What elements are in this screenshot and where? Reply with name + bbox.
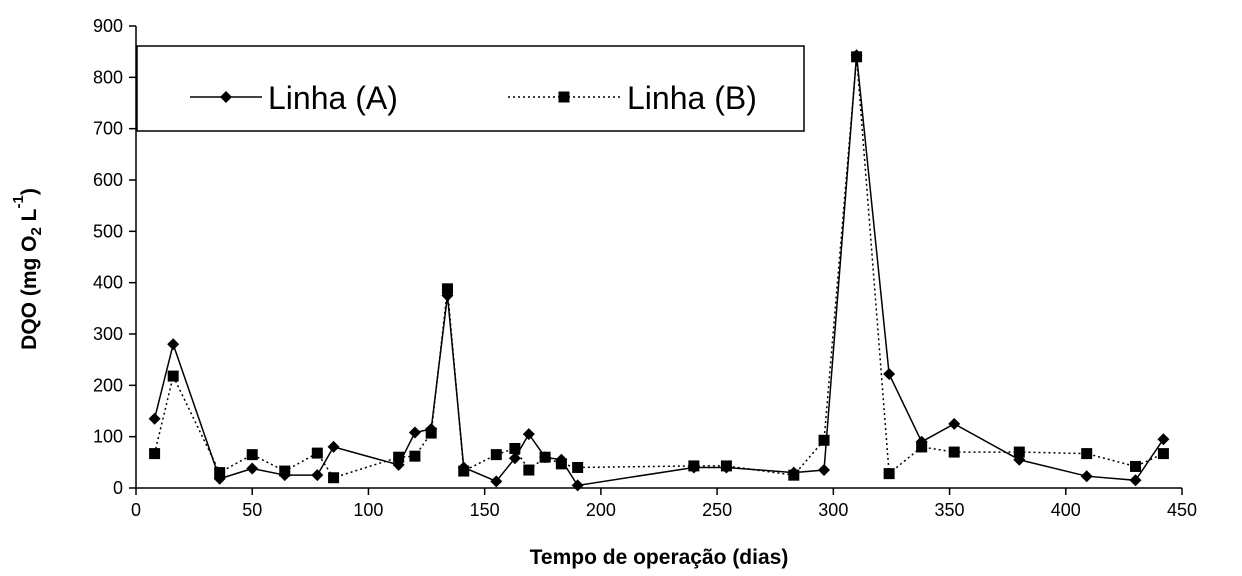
data-point bbox=[1013, 446, 1025, 458]
data-point bbox=[851, 51, 863, 63]
data-point bbox=[523, 464, 535, 476]
legend-items: Linha (A) Linha (B) bbox=[190, 80, 757, 116]
data-point bbox=[328, 472, 340, 484]
data-point bbox=[818, 434, 830, 446]
legend-box bbox=[136, 45, 805, 132]
x-axis-ticks: 0 50 100 150 200 250 300 350 400 450 bbox=[131, 488, 1197, 520]
data-point bbox=[788, 469, 800, 481]
legend: Linha (A) Linha (B) bbox=[136, 45, 805, 132]
y-axis-ticks: 0 100 200 300 400 500 600 700 800 900 bbox=[93, 16, 136, 498]
data-point bbox=[1129, 474, 1142, 487]
data-point bbox=[1080, 470, 1093, 483]
x-tick-label: 100 bbox=[353, 500, 383, 520]
series-linha-b bbox=[149, 51, 1169, 484]
data-point bbox=[490, 449, 502, 461]
data-point bbox=[409, 450, 421, 462]
data-point bbox=[311, 447, 323, 459]
data-point bbox=[1157, 448, 1169, 460]
data-point bbox=[441, 283, 453, 295]
data-point bbox=[149, 448, 161, 460]
y-tick-label: 500 bbox=[93, 221, 123, 241]
data-point bbox=[279, 465, 291, 477]
x-tick-label: 150 bbox=[470, 500, 500, 520]
y-tick-label: 0 bbox=[113, 478, 123, 498]
data-point bbox=[393, 451, 405, 463]
data-point bbox=[246, 462, 259, 475]
data-point bbox=[425, 427, 437, 439]
data-point bbox=[948, 417, 961, 430]
y-tick-label: 600 bbox=[93, 170, 123, 190]
x-tick-label: 300 bbox=[818, 500, 848, 520]
x-tick-label: 200 bbox=[586, 500, 616, 520]
data-point bbox=[1081, 448, 1093, 460]
x-tick-label: 50 bbox=[242, 500, 262, 520]
data-point bbox=[509, 442, 521, 454]
data-point bbox=[1130, 460, 1142, 472]
data-point bbox=[555, 458, 567, 470]
data-point bbox=[167, 338, 180, 351]
y-tick-label: 400 bbox=[93, 273, 123, 293]
data-point bbox=[539, 451, 551, 463]
x-axis-title: Tempo de operação (dias) bbox=[530, 546, 789, 569]
legend-label: Linha (B) bbox=[627, 80, 757, 116]
x-tick-label: 250 bbox=[702, 500, 732, 520]
legend-label: Linha (A) bbox=[268, 80, 398, 116]
data-point bbox=[720, 460, 732, 472]
data-point bbox=[508, 452, 521, 465]
y-tick-label: 200 bbox=[93, 375, 123, 395]
y-tick-label: 300 bbox=[93, 324, 123, 344]
y-tick-label: 800 bbox=[93, 67, 123, 87]
data-point bbox=[327, 440, 340, 453]
data-point bbox=[916, 441, 928, 453]
data-point bbox=[458, 465, 470, 477]
axes bbox=[135, 26, 1182, 489]
data-point bbox=[148, 412, 161, 425]
data-point bbox=[522, 428, 535, 441]
data-point bbox=[490, 475, 503, 488]
data-point bbox=[883, 368, 896, 381]
y-tick-label: 700 bbox=[93, 119, 123, 139]
x-tick-label: 0 bbox=[131, 500, 141, 520]
legend-marker bbox=[220, 91, 232, 103]
y-tick-label: 900 bbox=[93, 16, 123, 36]
data-point bbox=[1157, 433, 1170, 446]
x-tick-label: 450 bbox=[1167, 500, 1197, 520]
data-point bbox=[688, 460, 700, 472]
legend-item: Linha (B) bbox=[508, 80, 757, 116]
legend-item: Linha (A) bbox=[190, 80, 398, 116]
data-point bbox=[246, 449, 258, 461]
x-tick-label: 400 bbox=[1051, 500, 1081, 520]
legend-marker bbox=[558, 91, 570, 103]
y-tick-label: 100 bbox=[93, 427, 123, 447]
data-point bbox=[883, 468, 895, 480]
series-layer bbox=[148, 49, 1170, 492]
data-point bbox=[572, 461, 584, 473]
data-point bbox=[818, 464, 831, 477]
data-point bbox=[214, 467, 226, 479]
data-point bbox=[948, 446, 960, 458]
data-point bbox=[408, 426, 421, 439]
x-tick-label: 350 bbox=[935, 500, 965, 520]
data-point bbox=[311, 469, 324, 482]
y-axis-title: DQO (mg O2 L-1) bbox=[10, 188, 45, 350]
data-point bbox=[571, 479, 584, 492]
data-point bbox=[167, 370, 179, 382]
